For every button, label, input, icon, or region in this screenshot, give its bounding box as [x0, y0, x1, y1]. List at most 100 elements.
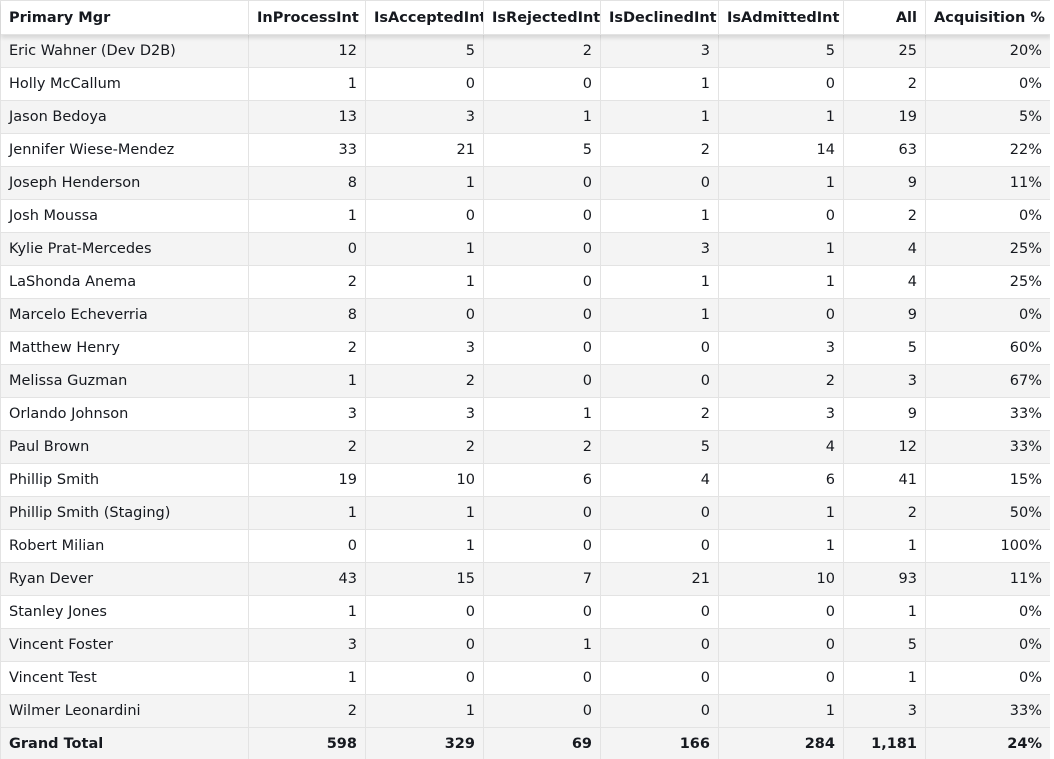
cell-isrejected: 0	[483, 265, 601, 299]
cell-isdeclined: 0	[600, 166, 719, 200]
table-row[interactable]: Josh Moussa 1 0 0 1 0 2 0%	[0, 199, 1050, 233]
cell-isrejected: 0	[483, 199, 601, 233]
cell-isadmitted: 4	[718, 430, 844, 464]
table-row[interactable]: Marcelo Echeverria 8 0 0 1 0 9 0%	[0, 298, 1050, 332]
cell-isdeclined: 2	[600, 397, 719, 431]
cell-primary-mgr: LaShonda Anema	[0, 265, 249, 299]
cell-isaccepted: 0	[365, 67, 484, 101]
table-row[interactable]: Jennifer Wiese-Mendez 33 21 5 2 14 63 22%	[0, 133, 1050, 167]
header-row: Primary Mgr InProcessInt IsAcceptedInt IsRe…	[0, 0, 1050, 35]
cell-inprocess: 1	[248, 496, 366, 530]
cell-isdeclined: 0	[600, 364, 719, 398]
cell-isadmitted: 1	[718, 496, 844, 530]
cell-inprocess: 1	[248, 199, 366, 233]
cell-isrejected: 0	[483, 67, 601, 101]
cell-acquisition-pct: 0%	[925, 298, 1050, 332]
cell-inprocess: 2	[248, 331, 366, 365]
cell-acquisition-pct: 11%	[925, 166, 1050, 200]
table-row[interactable]: Stanley Jones 1 0 0 0 0 1 0%	[0, 595, 1050, 629]
cell-inprocess: 2	[248, 265, 366, 299]
table-row[interactable]: Eric Wahner (Dev D2B) 12 5 2 3 5 25 20%	[0, 34, 1050, 68]
table-row[interactable]: Phillip Smith (Staging) 1 1 0 0 1 2 50%	[0, 496, 1050, 530]
table-row[interactable]: Robert Milian 0 1 0 0 1 1 100%	[0, 529, 1050, 563]
cell-isaccepted: 15	[365, 562, 484, 596]
cell-isdeclined: 1	[600, 265, 719, 299]
cell-inprocess: 8	[248, 298, 366, 332]
cell-isrejected: 1	[483, 628, 601, 662]
cell-all: 25	[843, 34, 926, 68]
cell-inprocess: 19	[248, 463, 366, 497]
cell-isaccepted: 1	[365, 496, 484, 530]
cell-primary-mgr: Orlando Johnson	[0, 397, 249, 431]
total-isdeclined: 166	[600, 727, 719, 759]
table-row[interactable]: Kylie Prat-Mercedes 0 1 0 3 1 4 25%	[0, 232, 1050, 266]
table-row[interactable]: Matthew Henry 2 3 0 0 3 5 60%	[0, 331, 1050, 365]
column-header-all[interactable]: All	[843, 0, 926, 35]
cell-inprocess: 13	[248, 100, 366, 134]
table-row[interactable]: Ryan Dever 43 15 7 21 10 93 11%	[0, 562, 1050, 596]
table-row[interactable]: LaShonda Anema 2 1 0 1 1 4 25%	[0, 265, 1050, 299]
cell-isdeclined: 0	[600, 496, 719, 530]
cell-inprocess: 2	[248, 694, 366, 728]
total-acquisition-pct: 24%	[925, 727, 1050, 759]
table-row[interactable]: Melissa Guzman 1 2 0 0 2 3 67%	[0, 364, 1050, 398]
cell-isrejected: 0	[483, 529, 601, 563]
cell-all: 5	[843, 331, 926, 365]
table-row[interactable]: Vincent Test 1 0 0 0 0 1 0%	[0, 661, 1050, 695]
table-row[interactable]: Paul Brown 2 2 2 5 4 12 33%	[0, 430, 1050, 464]
column-header-isdeclined[interactable]: IsDeclinedInt	[600, 0, 719, 35]
column-header-isaccepted[interactable]: IsAcceptedInt	[365, 0, 484, 35]
table-row[interactable]: Orlando Johnson 3 3 1 2 3 9 33%	[0, 397, 1050, 431]
cell-isaccepted: 3	[365, 100, 484, 134]
cell-isdeclined: 3	[600, 232, 719, 266]
cell-all: 41	[843, 463, 926, 497]
cell-primary-mgr: Jason Bedoya	[0, 100, 249, 134]
cell-primary-mgr: Wilmer Leonardini	[0, 694, 249, 728]
column-header-acquisition-pct[interactable]: Acquisition %	[925, 0, 1050, 35]
cell-inprocess: 3	[248, 397, 366, 431]
cell-inprocess: 0	[248, 529, 366, 563]
table-row[interactable]: Joseph Henderson 8 1 0 0 1 9 11%	[0, 166, 1050, 200]
cell-acquisition-pct: 100%	[925, 529, 1050, 563]
table-row[interactable]: Holly McCallum 1 0 0 1 0 2 0%	[0, 67, 1050, 101]
grand-total-row: Grand Total 598 329 69 166 284 1,181 24%	[0, 727, 1050, 759]
column-header-inprocess[interactable]: InProcessInt	[248, 0, 366, 35]
cell-isaccepted: 1	[365, 265, 484, 299]
table-row[interactable]: Jason Bedoya 13 3 1 1 1 19 5%	[0, 100, 1050, 134]
table-row[interactable]: Wilmer Leonardini 2 1 0 0 1 3 33%	[0, 694, 1050, 728]
cell-primary-mgr: Phillip Smith	[0, 463, 249, 497]
cell-isadmitted: 1	[718, 694, 844, 728]
cell-inprocess: 1	[248, 67, 366, 101]
cell-acquisition-pct: 0%	[925, 661, 1050, 695]
cell-isaccepted: 21	[365, 133, 484, 167]
table-row[interactable]: Phillip Smith 19 10 6 4 6 41 15%	[0, 463, 1050, 497]
cell-all: 1	[843, 529, 926, 563]
cell-isadmitted: 6	[718, 463, 844, 497]
cell-all: 3	[843, 694, 926, 728]
total-isadmitted: 284	[718, 727, 844, 759]
cell-inprocess: 1	[248, 661, 366, 695]
cell-isadmitted: 14	[718, 133, 844, 167]
column-header-isrejected[interactable]: IsRejectedInt	[483, 0, 601, 35]
total-all: 1,181	[843, 727, 926, 759]
cell-acquisition-pct: 15%	[925, 463, 1050, 497]
cell-all: 4	[843, 232, 926, 266]
cell-inprocess: 1	[248, 595, 366, 629]
cell-isrejected: 0	[483, 661, 601, 695]
cell-primary-mgr: Vincent Foster	[0, 628, 249, 662]
cell-isadmitted: 0	[718, 298, 844, 332]
cell-acquisition-pct: 5%	[925, 100, 1050, 134]
cell-inprocess: 1	[248, 364, 366, 398]
cell-all: 9	[843, 166, 926, 200]
cell-isaccepted: 2	[365, 364, 484, 398]
cell-acquisition-pct: 0%	[925, 595, 1050, 629]
table-row[interactable]: Vincent Foster 3 0 1 0 0 5 0%	[0, 628, 1050, 662]
cell-isdeclined: 0	[600, 331, 719, 365]
cell-isrejected: 0	[483, 595, 601, 629]
cell-primary-mgr: Eric Wahner (Dev D2B)	[0, 34, 249, 68]
column-header-isadmitted[interactable]: IsAdmittedInt	[718, 0, 844, 35]
column-header-primary-mgr[interactable]: Primary Mgr	[0, 0, 249, 35]
cell-acquisition-pct: 50%	[925, 496, 1050, 530]
cell-isdeclined: 4	[600, 463, 719, 497]
cell-isaccepted: 1	[365, 166, 484, 200]
